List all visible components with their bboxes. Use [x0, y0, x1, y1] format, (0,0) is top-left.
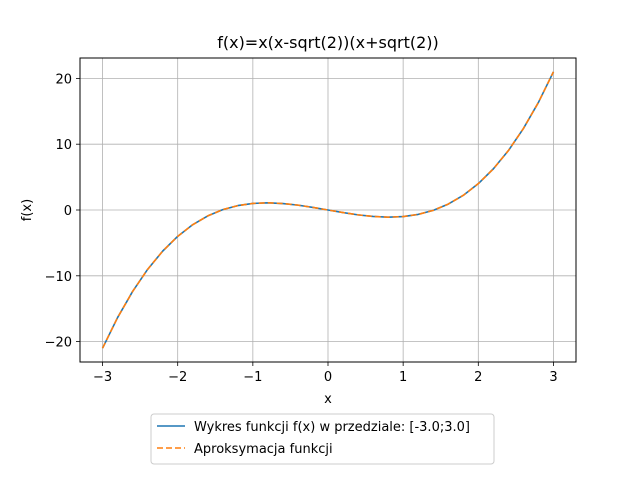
y-axis-label: f(x): [20, 199, 35, 221]
legend-label: Aproksymacja funkcji: [194, 442, 333, 457]
legend: Wykres funkcji f(x) w przedziale: [-3.0;…: [150, 413, 495, 465]
y-tick-label: −10: [45, 270, 72, 285]
grid: [80, 58, 576, 362]
x-tick-label: 3: [549, 370, 557, 385]
x-tick-label: 2: [474, 370, 482, 385]
x-axis-label: x: [324, 392, 332, 407]
x-tick-label: 0: [324, 370, 332, 385]
series-lines: [101, 71, 555, 349]
x-tick-label: −1: [243, 370, 262, 385]
y-tick-label: 0: [64, 204, 72, 219]
y-tick-label: 20: [55, 72, 72, 87]
y-tick-label: 10: [55, 138, 72, 153]
y-tick-label: −20: [45, 336, 72, 351]
series-line-2: [101, 71, 555, 349]
x-tick-label: −2: [168, 370, 187, 385]
legend-box: [150, 413, 495, 465]
legend-label: Wykres funkcji f(x) w przedziale: [-3.0;…: [194, 420, 470, 435]
x-tick-label: −3: [93, 370, 112, 385]
chart-title: f(x)=x(x-sqrt(2))(x+sqrt(2)): [217, 33, 439, 52]
x-tick-label: 1: [399, 370, 407, 385]
